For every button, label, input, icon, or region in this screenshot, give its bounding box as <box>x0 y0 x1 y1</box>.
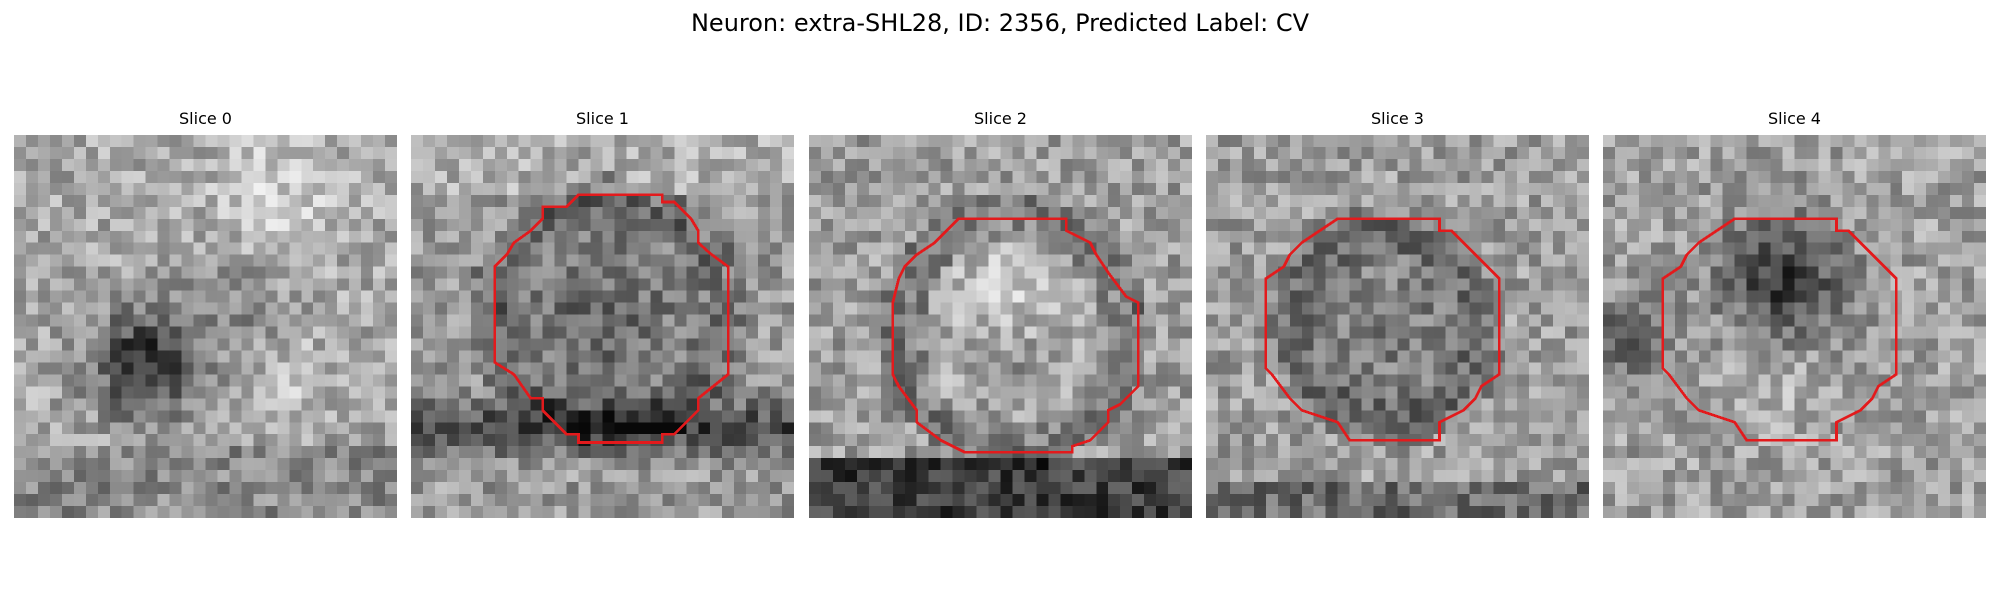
slice-image-4 <box>1603 135 1986 518</box>
slice-panel-1: Slice 1 <box>411 108 794 518</box>
slice-image-2 <box>809 135 1192 518</box>
contour-outline-3 <box>1264 217 1501 442</box>
slice-panel-3: Slice 3 <box>1206 108 1589 518</box>
figure-title: Neuron: extra-SHL28, ID: 2356, Predicted… <box>690 9 1310 37</box>
slice-title-2: Slice 2 <box>974 109 1027 128</box>
slice-title-4: Slice 4 <box>1768 109 1821 128</box>
slice-image-1 <box>411 135 794 518</box>
slice-title-1: Slice 1 <box>576 109 629 128</box>
contour-outline-4 <box>1661 217 1898 442</box>
slice-title-0: Slice 0 <box>179 109 232 128</box>
slice-title-3: Slice 3 <box>1371 109 1424 128</box>
contour-outline-2 <box>891 217 1140 454</box>
slice-image-3 <box>1206 135 1589 518</box>
slice-image-0 <box>14 135 397 518</box>
slice-panel-0: Slice 0 <box>14 108 397 518</box>
slice-panel-2: Slice 2 <box>809 108 1192 518</box>
contour-outline-1 <box>493 193 730 444</box>
slice-panel-4: Slice 4 <box>1603 108 1986 518</box>
